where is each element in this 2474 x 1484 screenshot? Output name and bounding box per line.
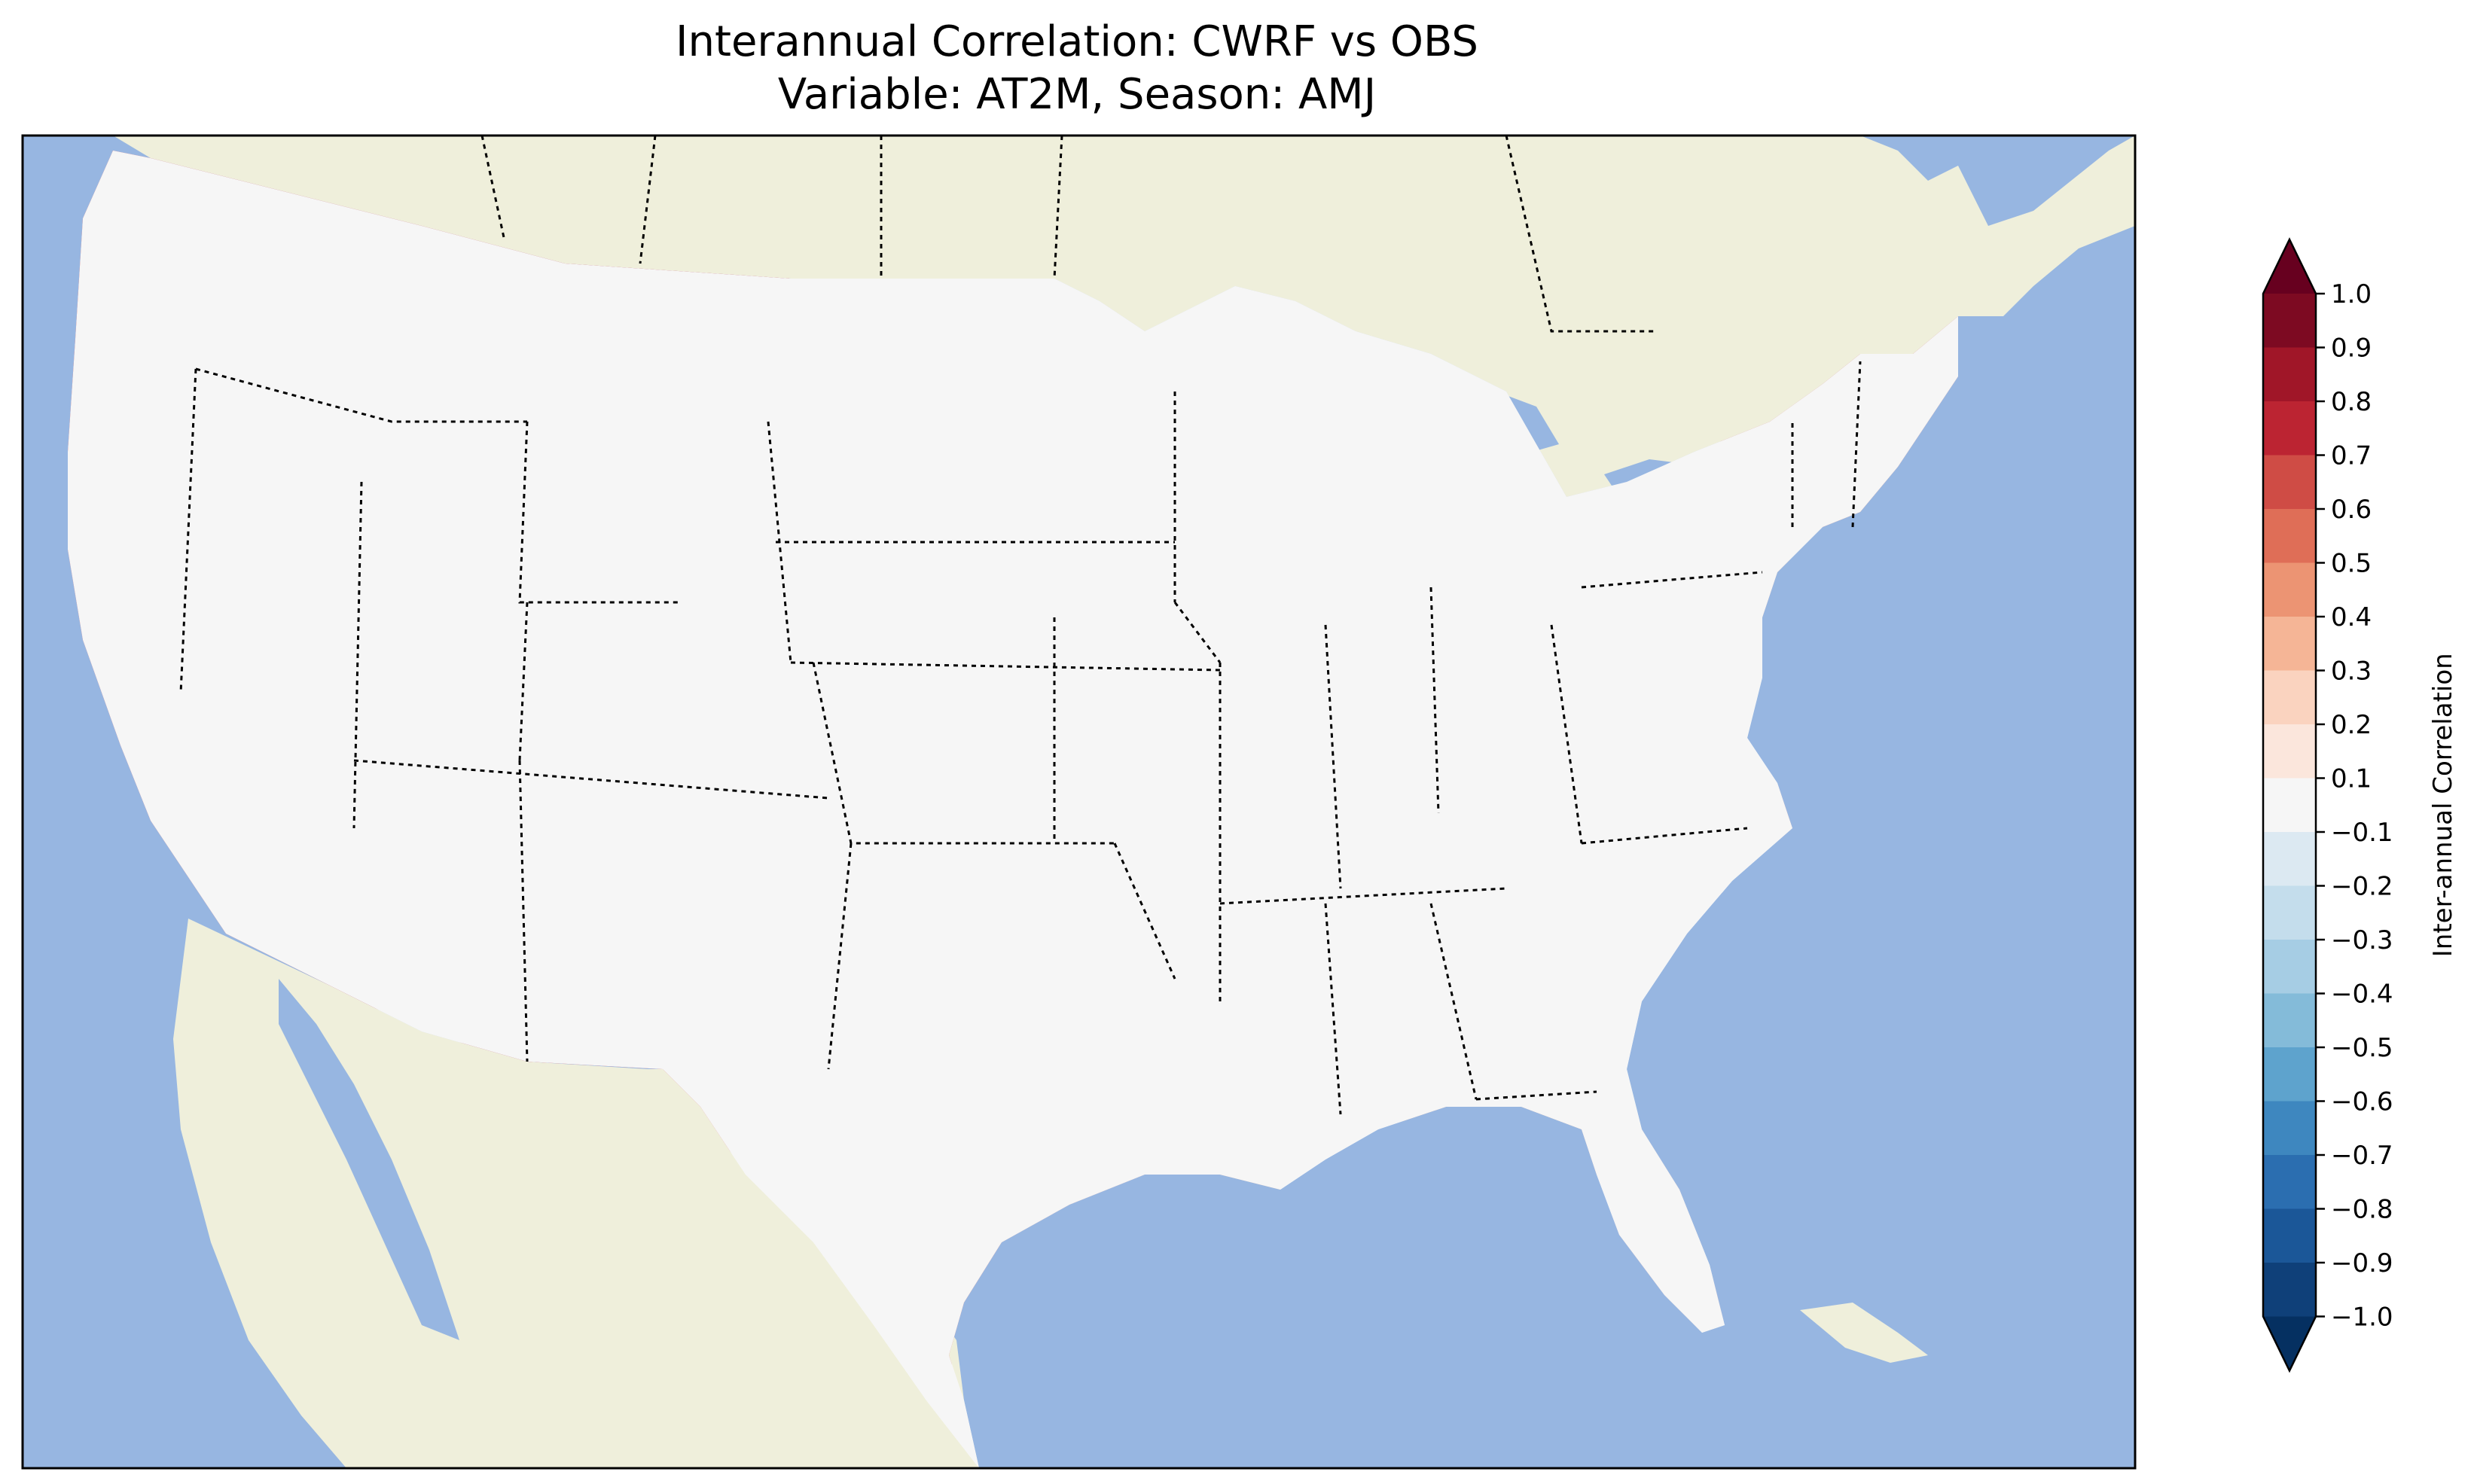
colorbar-swatch [2263,1263,2316,1317]
colorbar-swatch [2263,509,2316,563]
colorbar-tick-label: −0.2 [2331,872,2393,902]
cuba-land [1800,1303,1928,1363]
colorbar-tick-label: 0.2 [2331,710,2372,740]
colorbar-tick-label: 0.1 [2331,764,2372,794]
colorbar-extend-top [2263,239,2316,294]
colorbar-swatch [2263,401,2316,456]
colorbar-swatch [2263,778,2316,833]
colorbar-swatch [2263,562,2316,617]
colorbar-swatch [2263,1155,2316,1209]
colorbar-swatch [2263,347,2316,402]
colorbar-extend-bottom [2263,1316,2316,1371]
colorbar-tick-label: −0.7 [2331,1141,2393,1171]
colorbar-tick-label: 0.5 [2331,549,2372,579]
colorbar-tick-label: −0.3 [2331,925,2393,955]
colorbar-tick-label: −0.9 [2331,1248,2393,1278]
colorbar-swatch [2263,1101,2316,1156]
colorbar-tick-label: −0.4 [2331,980,2393,1010]
chart-title-line-1: Interannual Correlation: CWRF vs OBS [676,17,1478,66]
colorbar-tick-label: −0.1 [2331,818,2393,848]
colorbar-tick-label: −0.8 [2331,1195,2393,1225]
colorbar-tick-label: 0.4 [2331,602,2372,632]
colorbar-tick-label: −0.5 [2331,1033,2393,1063]
colorbar-swatch [2263,832,2316,886]
map-border [21,134,2137,1470]
colorbar-tick-label: 0.6 [2331,495,2372,525]
colorbar-swatch [2263,993,2316,1048]
colorbar-swatch [2263,617,2316,671]
colorbar-swatch [2263,940,2316,994]
colorbar-tick-label: 0.7 [2331,441,2372,471]
colorbar-tick-label: 0.9 [2331,334,2372,364]
colorbar-axis-label: Inter-annual Correlation [2428,653,2458,957]
boundaries [66,135,1960,1470]
colorbar-tick-label: 0.8 [2331,387,2372,417]
mexico-land [173,919,979,1468]
canada-land [113,136,2135,497]
chart-title-line-2: Variable: AT2M, Season: AMJ [777,70,1377,119]
colorbar-tick-label: 0.3 [2331,657,2372,687]
baja-land [188,934,377,1461]
gulf-of-california [279,979,459,1340]
colorbar-swatch [2263,1208,2316,1263]
colorbar-tick-label: −0.6 [2331,1087,2393,1117]
colorbar-swatch [2263,455,2316,510]
colorbar-swatch [2263,724,2316,779]
colorbar-swatch [2263,670,2316,725]
colorbar-swatch [2263,294,2316,348]
colorbar-swatch [2263,885,2316,940]
colorbar-swatch [2263,1047,2316,1102]
colorbar-tick-label: 1.0 [2331,279,2372,309]
colorbar-tick-label: −1.0 [2331,1303,2393,1333]
